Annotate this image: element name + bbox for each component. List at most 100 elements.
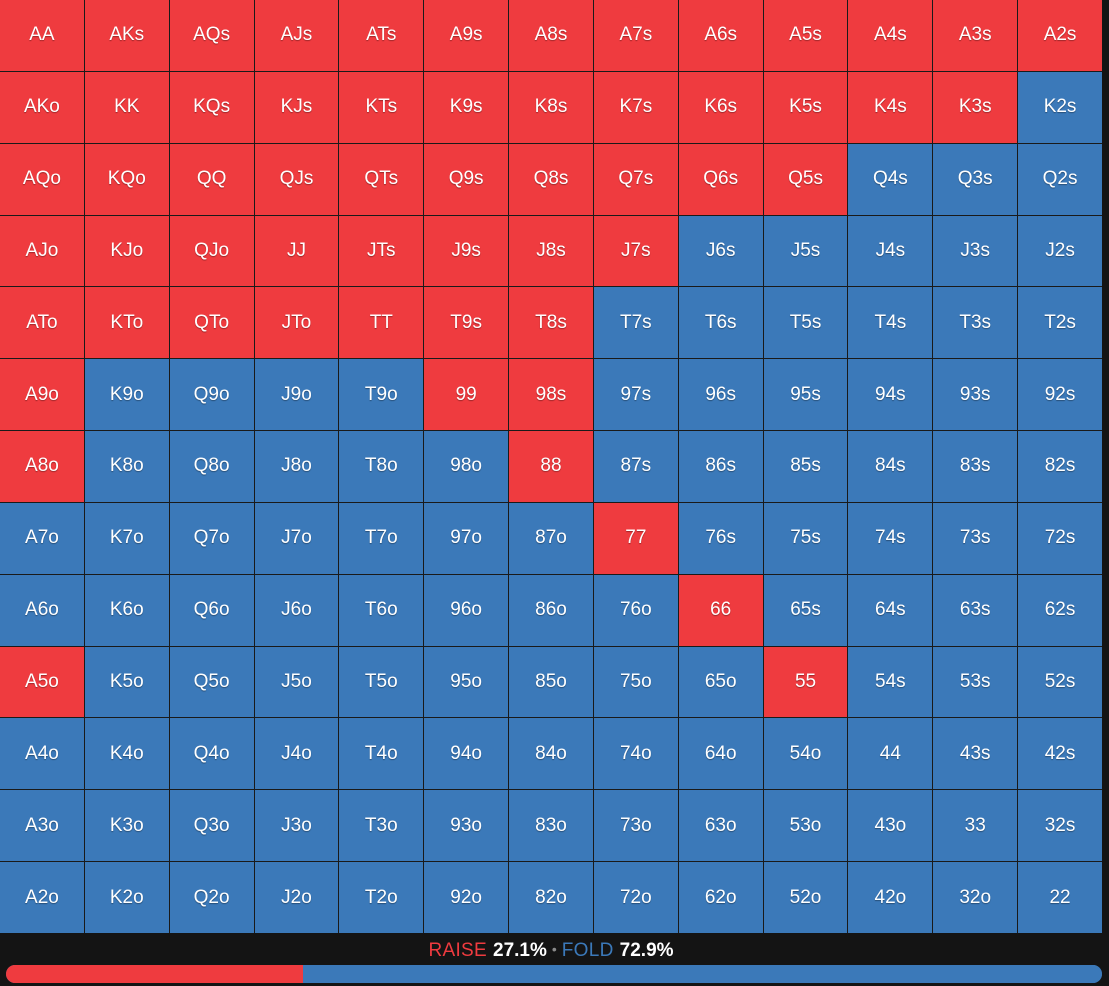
hand-cell-88[interactable]: 88 (509, 431, 593, 502)
hand-cell-t6o[interactable]: T6o (339, 574, 424, 646)
hand-cell-85o[interactable]: 85o (509, 646, 593, 718)
hand-cell-52s[interactable]: 52s (1018, 646, 1102, 718)
hand-cell-64s[interactable]: 64s (848, 574, 933, 646)
hand-cell-aa[interactable]: AA (0, 0, 84, 71)
hand-cell-65s[interactable]: 65s (763, 574, 848, 646)
hand-cell-qjs[interactable]: QJs (254, 143, 339, 215)
hand-cell-76o[interactable]: 76o (593, 574, 678, 646)
hand-cell-97s[interactable]: 97s (593, 359, 678, 431)
hand-cell-93s[interactable]: 93s (933, 359, 1018, 431)
hand-cell-a8o[interactable]: A8o (0, 431, 84, 502)
hand-cell-55[interactable]: 55 (763, 646, 848, 718)
hand-cell-tt[interactable]: TT (339, 287, 424, 359)
hand-cell-qts[interactable]: QTs (339, 143, 424, 215)
hand-cell-43s[interactable]: 43s (933, 718, 1018, 790)
hand-cell-98o[interactable]: 98o (424, 431, 509, 502)
hand-cell-54o[interactable]: 54o (763, 718, 848, 790)
hand-cell-98s[interactable]: 98s (509, 359, 593, 431)
hand-cell-96s[interactable]: 96s (678, 359, 763, 431)
hand-cell-93o[interactable]: 93o (424, 790, 509, 862)
hand-cell-j4o[interactable]: J4o (254, 718, 339, 790)
hand-cell-t2o[interactable]: T2o (339, 862, 424, 933)
hand-cell-83o[interactable]: 83o (509, 790, 593, 862)
hand-cell-32o[interactable]: 32o (933, 862, 1018, 933)
hand-cell-j8s[interactable]: J8s (509, 215, 593, 287)
hand-cell-a5o[interactable]: A5o (0, 646, 84, 718)
hand-cell-ato[interactable]: ATo (0, 287, 84, 359)
hand-cell-q4o[interactable]: Q4o (169, 718, 254, 790)
hand-cell-k5s[interactable]: K5s (763, 71, 848, 143)
hand-cell-aks[interactable]: AKs (84, 0, 169, 71)
hand-cell-94o[interactable]: 94o (424, 718, 509, 790)
hand-cell-k9s[interactable]: K9s (424, 71, 509, 143)
hand-cell-t9o[interactable]: T9o (339, 359, 424, 431)
hand-cell-q8o[interactable]: Q8o (169, 431, 254, 502)
hand-cell-j5o[interactable]: J5o (254, 646, 339, 718)
hand-cell-k3s[interactable]: K3s (933, 71, 1018, 143)
hand-cell-j8o[interactable]: J8o (254, 431, 339, 502)
hand-cell-qto[interactable]: QTo (169, 287, 254, 359)
hand-cell-q6o[interactable]: Q6o (169, 574, 254, 646)
hand-cell-ako[interactable]: AKo (0, 71, 84, 143)
hand-cell-k7s[interactable]: K7s (593, 71, 678, 143)
hand-cell-q3s[interactable]: Q3s (933, 143, 1018, 215)
hand-cell-t5o[interactable]: T5o (339, 646, 424, 718)
hand-cell-k3o[interactable]: K3o (84, 790, 169, 862)
hand-cell-73o[interactable]: 73o (593, 790, 678, 862)
hand-cell-95s[interactable]: 95s (763, 359, 848, 431)
hand-cell-k2o[interactable]: K2o (84, 862, 169, 933)
hand-cell-a9s[interactable]: A9s (424, 0, 509, 71)
hand-cell-52o[interactable]: 52o (763, 862, 848, 933)
hand-cell-t3o[interactable]: T3o (339, 790, 424, 862)
hand-cell-q3o[interactable]: Q3o (169, 790, 254, 862)
hand-cell-t8s[interactable]: T8s (509, 287, 593, 359)
hand-cell-a6o[interactable]: A6o (0, 574, 84, 646)
hand-cell-q9s[interactable]: Q9s (424, 143, 509, 215)
hand-cell-92o[interactable]: 92o (424, 862, 509, 933)
hand-cell-ajo[interactable]: AJo (0, 215, 84, 287)
hand-cell-85s[interactable]: 85s (763, 431, 848, 502)
hand-cell-63o[interactable]: 63o (678, 790, 763, 862)
hand-cell-k4o[interactable]: K4o (84, 718, 169, 790)
hand-cell-33[interactable]: 33 (933, 790, 1018, 862)
hand-cell-j4s[interactable]: J4s (848, 215, 933, 287)
hand-cell-q6s[interactable]: Q6s (678, 143, 763, 215)
hand-cell-84o[interactable]: 84o (509, 718, 593, 790)
hand-cell-53o[interactable]: 53o (763, 790, 848, 862)
hand-cell-87s[interactable]: 87s (593, 431, 678, 502)
hand-cell-kqo[interactable]: KQo (84, 143, 169, 215)
hand-cell-j3s[interactable]: J3s (933, 215, 1018, 287)
hand-cell-kts[interactable]: KTs (339, 71, 424, 143)
hand-cell-k7o[interactable]: K7o (84, 502, 169, 574)
hand-cell-q7o[interactable]: Q7o (169, 502, 254, 574)
hand-cell-kto[interactable]: KTo (84, 287, 169, 359)
hand-cell-a8s[interactable]: A8s (509, 0, 593, 71)
hand-cell-75s[interactable]: 75s (763, 502, 848, 574)
hand-cell-j3o[interactable]: J3o (254, 790, 339, 862)
hand-cell-a7o[interactable]: A7o (0, 502, 84, 574)
hand-cell-q7s[interactable]: Q7s (593, 143, 678, 215)
hand-cell-32s[interactable]: 32s (1018, 790, 1102, 862)
hand-cell-t5s[interactable]: T5s (763, 287, 848, 359)
hand-cell-q9o[interactable]: Q9o (169, 359, 254, 431)
hand-cell-t7s[interactable]: T7s (593, 287, 678, 359)
hand-cell-54s[interactable]: 54s (848, 646, 933, 718)
hand-cell-42s[interactable]: 42s (1018, 718, 1102, 790)
hand-cell-j7s[interactable]: J7s (593, 215, 678, 287)
hand-cell-a2o[interactable]: A2o (0, 862, 84, 933)
hand-cell-a4o[interactable]: A4o (0, 718, 84, 790)
hand-cell-a6s[interactable]: A6s (678, 0, 763, 71)
hand-cell-jto[interactable]: JTo (254, 287, 339, 359)
hand-cell-t2s[interactable]: T2s (1018, 287, 1102, 359)
hand-cell-43o[interactable]: 43o (848, 790, 933, 862)
hand-cell-k8o[interactable]: K8o (84, 431, 169, 502)
hand-cell-t8o[interactable]: T8o (339, 431, 424, 502)
hand-cell-k6s[interactable]: K6s (678, 71, 763, 143)
hand-cell-k6o[interactable]: K6o (84, 574, 169, 646)
hand-cell-96o[interactable]: 96o (424, 574, 509, 646)
hand-cell-73s[interactable]: 73s (933, 502, 1018, 574)
hand-cell-a4s[interactable]: A4s (848, 0, 933, 71)
hand-cell-q2o[interactable]: Q2o (169, 862, 254, 933)
hand-cell-t6s[interactable]: T6s (678, 287, 763, 359)
hand-cell-t4o[interactable]: T4o (339, 718, 424, 790)
